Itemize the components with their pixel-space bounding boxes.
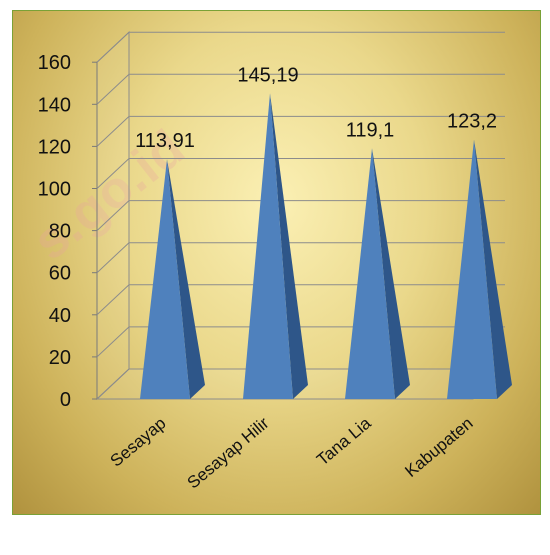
pyramid-face [447,139,497,399]
gridline [96,200,505,231]
pyramid-side [372,148,410,399]
category-labels: Sesayap Sesayap Hilir Tana Lia Kabupaten [107,413,477,492]
y-tick-label: 0 [60,389,71,411]
y-tick-label: 40 [49,305,71,327]
y-tick-label: 140 [38,94,71,116]
data-label: 145,19 [237,64,298,86]
pyramid-face [140,159,190,399]
data-label: 123,2 [447,111,497,133]
y-tick-label: 60 [49,263,71,285]
pyramid-bar [243,93,308,399]
category-label: Kabupaten [401,414,476,481]
pyramid-bar [140,159,205,399]
gridline [96,73,505,105]
pyramid-face [345,148,395,399]
pyramid-bar [447,139,512,399]
y-tick-label: 80 [49,221,71,243]
y-tick-label: 20 [49,347,71,369]
pyramid-side [270,93,308,399]
pyramid-side [474,139,512,399]
data-label: 113,91 [135,130,195,152]
pyramids [140,93,512,399]
data-label: 119,1 [346,119,395,141]
y-tick-label: 100 [38,179,71,201]
pyramid-side [167,159,205,399]
data-labels: 113,91 145,19 119,1 123,2 [135,64,497,152]
pyramid-bar [345,148,410,399]
gridline [96,31,505,63]
category-label: Tana Lia [313,413,375,469]
y-tick-label: 160 [38,52,71,74]
category-label: Sesayap Hilir [184,413,273,492]
category-label: Sesayap [107,414,170,471]
gridline [96,158,505,189]
y-axis-ticks: 0 20 40 60 80 100 120 140 160 [38,52,97,411]
gridline [96,115,505,147]
pyramid-face [243,93,293,399]
y-tick-label: 120 [38,136,71,158]
